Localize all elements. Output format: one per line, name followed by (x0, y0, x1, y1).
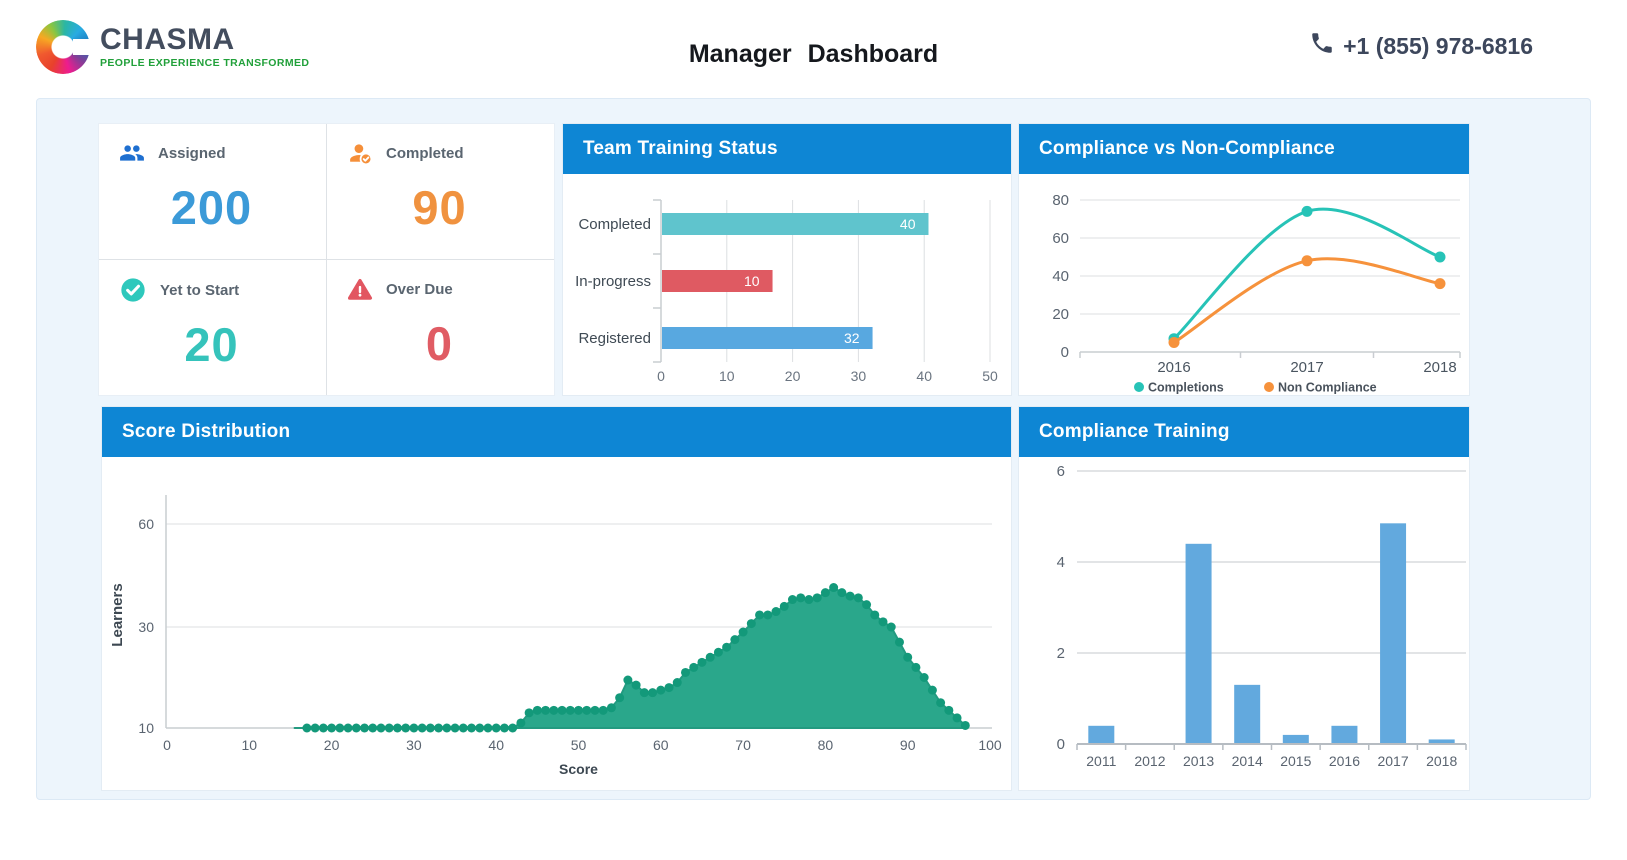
app-header: CHASMA PEOPLE EXPERIENCE TRANSFORMED Man… (0, 0, 1627, 97)
score-distribution-panel: Score Distribution 10 30 60 0 10 20 30 40 50 60 70… (101, 406, 1012, 791)
svg-text:60: 60 (1052, 230, 1069, 247)
svg-text:60: 60 (138, 516, 154, 532)
phone-text: +1 (855) 978-6816 (1343, 32, 1533, 59)
svg-text:2013: 2013 (1183, 753, 1214, 769)
kpi-card-completed: Completed 90 (327, 124, 554, 259)
kpi-card-over-due: Over Due 0 (327, 260, 554, 395)
kpi-label-assigned: Assigned (158, 144, 226, 162)
svg-text:30: 30 (406, 737, 422, 753)
svg-text:32: 32 (844, 330, 860, 346)
svg-text:10: 10 (719, 368, 735, 384)
page-title: Manager Dashboard (688, 40, 939, 68)
team-training-status-chart: 0 10 20 30 40 50 Completed 40 In-progress 10 Regis… (575, 199, 998, 384)
svg-text:30: 30 (138, 619, 154, 635)
svg-text:30: 30 (851, 368, 867, 384)
svg-text:10: 10 (744, 273, 760, 289)
svg-text:20: 20 (785, 368, 801, 384)
svg-text:40: 40 (916, 368, 932, 384)
svg-text:2018: 2018 (1426, 753, 1457, 769)
kpi-card-yet-to-start: Yet to Start 20 (99, 260, 326, 395)
svg-text:10: 10 (242, 737, 258, 753)
compliance-training-panel: Compliance Training 0 2 4 6 2011 2012 2013 2014… (1018, 406, 1470, 791)
kpi-value-over-due: 0 (425, 317, 454, 370)
kpi-label-completed: Completed (386, 144, 464, 162)
kpi-value-assigned: 200 (170, 181, 253, 234)
kpi-label-over-due: Over Due (386, 280, 453, 298)
svg-text:40: 40 (488, 737, 504, 753)
svg-text:2017: 2017 (1290, 359, 1323, 376)
svg-text:40: 40 (900, 216, 916, 232)
compliance-training-chart: 0 2 4 6 2011 2012 2013 2014 2015 2016 2017 2018 (1057, 463, 1467, 769)
kpi-panel: Assigned 200 Completed 90 Yet to Start 2… (98, 123, 555, 396)
svg-text:Non Compliance: Non Compliance (1278, 381, 1377, 395)
chasma-logo: CHASMA PEOPLE EXPERIENCE TRANSFORMED (36, 20, 309, 74)
svg-text:0: 0 (1057, 736, 1065, 753)
phone-number[interactable]: +1 (855) 978-6816 (1309, 30, 1533, 62)
logo-name: CHASMA (100, 23, 235, 56)
svg-text:0: 0 (657, 368, 665, 384)
logo-tagline: PEOPLE EXPERIENCE TRANSFORMED (100, 57, 310, 69)
svg-text:Completions: Completions (1148, 381, 1224, 395)
svg-text:Completed: Completed (578, 216, 651, 233)
chasma-logo-icon (36, 20, 93, 74)
person-check-icon (347, 140, 373, 166)
svg-text:Registered: Registered (578, 330, 651, 347)
score-distribution-title: Score Distribution (102, 407, 1011, 457)
kpi-value-yet-to-start: 20 (184, 318, 239, 371)
svg-text:2018: 2018 (1423, 359, 1456, 376)
svg-text:100: 100 (978, 737, 1002, 753)
kpi-label-yet-to-start: Yet to Start (160, 281, 240, 299)
svg-text:0: 0 (163, 737, 171, 753)
svg-text:Learners: Learners (109, 583, 126, 646)
svg-text:In-progress: In-progress (575, 273, 651, 290)
svg-text:2014: 2014 (1232, 753, 1263, 769)
svg-text:70: 70 (735, 737, 751, 753)
svg-text:6: 6 (1057, 463, 1065, 480)
svg-text:20: 20 (324, 737, 340, 753)
warning-icon (347, 276, 373, 302)
svg-text:50: 50 (982, 368, 998, 384)
svg-text:2: 2 (1057, 645, 1065, 662)
svg-text:90: 90 (900, 737, 916, 753)
svg-text:50: 50 (571, 737, 587, 753)
svg-text:4: 4 (1057, 554, 1065, 571)
team-training-status-title: Team Training Status (563, 124, 1011, 174)
svg-text:0: 0 (1061, 344, 1069, 361)
compliance-line-chart: 0 20 40 60 80 2016 2017 2018 Completions Non Comp… (1052, 192, 1461, 395)
dashboard-container: Assigned 200 Completed 90 Yet to Start 2… (36, 98, 1591, 800)
check-circle-icon (119, 276, 147, 304)
svg-text:40: 40 (1052, 268, 1069, 285)
svg-text:Score: Score (559, 761, 598, 777)
svg-text:2017: 2017 (1377, 753, 1408, 769)
compliance-training-title: Compliance Training (1019, 407, 1469, 457)
svg-text:2012: 2012 (1134, 753, 1165, 769)
svg-text:2016: 2016 (1329, 753, 1360, 769)
score-distribution-chart: 10 30 60 0 10 20 30 40 50 60 70 80 90 100 Score Learner… (109, 495, 1002, 777)
svg-text:10: 10 (138, 720, 154, 736)
kpi-card-assigned: Assigned 200 (99, 124, 326, 259)
compliance-vs-non-compliance-title: Compliance vs Non-Compliance (1019, 124, 1469, 174)
svg-text:2016: 2016 (1157, 359, 1190, 376)
phone-icon (1309, 30, 1335, 62)
users-icon (119, 140, 145, 166)
svg-text:80: 80 (818, 737, 834, 753)
svg-text:2011: 2011 (1086, 753, 1116, 769)
compliance-vs-non-compliance-panel: Compliance vs Non-Compliance 0 20 40 60 80 20… (1018, 123, 1470, 396)
team-training-status-panel: Team Training Status 0 10 20 30 40 50 Complete… (562, 123, 1012, 396)
svg-text:60: 60 (653, 737, 669, 753)
svg-text:80: 80 (1052, 192, 1069, 209)
kpi-value-completed: 90 (412, 181, 467, 234)
svg-text:20: 20 (1052, 306, 1069, 323)
svg-text:2015: 2015 (1280, 753, 1311, 769)
